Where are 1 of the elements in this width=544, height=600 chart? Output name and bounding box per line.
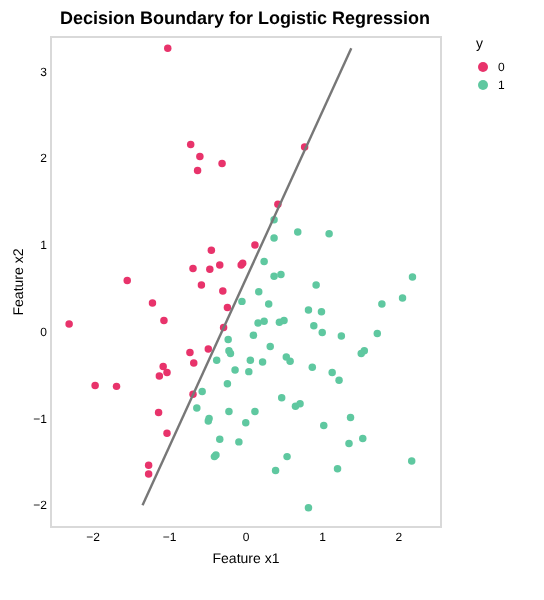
chart-title: Decision Boundary for Logistic Regression: [59, 8, 431, 28]
